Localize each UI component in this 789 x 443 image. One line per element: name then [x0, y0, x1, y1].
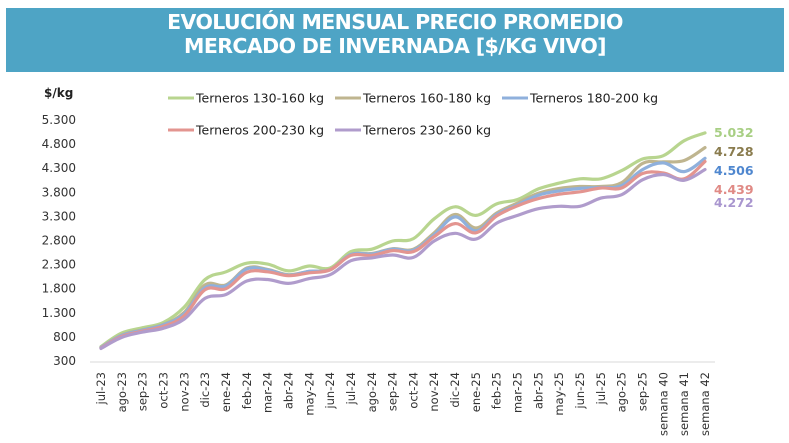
series-line-1 [99, 131, 707, 349]
x-tick-label: ago-23 [115, 372, 129, 412]
title-banner [6, 8, 784, 72]
x-tick-label: jun-24 [323, 372, 337, 410]
y-tick-label: 2.800 [42, 234, 76, 248]
y-axis-label: $/kg [44, 86, 74, 100]
series-line-2 [99, 146, 707, 350]
x-tick-label: dic-23 [198, 372, 212, 408]
chart-title: EVOLUCIÓN MENSUAL PRECIO PROMEDIO MERCAD… [6, 10, 784, 58]
x-tick-label: semana 40 [656, 372, 670, 436]
x-tick-label: oct-24 [406, 372, 420, 409]
x-tick-label: may-24 [302, 372, 316, 416]
x-tick-label: jul-24 [344, 372, 358, 405]
x-tick-label: ago-25 [615, 372, 629, 412]
y-tick-label: 300 [53, 354, 76, 368]
legend-item: Terneros 160-180 kg [335, 91, 491, 106]
x-tick-label: semana 42 [698, 372, 712, 436]
x-tick-label: sep-23 [136, 372, 150, 411]
series-lines [99, 131, 707, 351]
x-tick-label: jul-23 [94, 372, 108, 405]
x-tick-label: oct-23 [156, 372, 170, 409]
x-tick-label: mar-25 [511, 372, 525, 413]
x-tick-label: feb-25 [490, 372, 504, 409]
legend-item: Terneros 130-160 kg [168, 91, 324, 106]
y-tick-label: 3.800 [42, 185, 76, 199]
end-value-label: 4.728 [714, 144, 754, 159]
y-tick-label: 5.300 [42, 113, 76, 127]
y-tick-label: 1.800 [42, 282, 76, 296]
legend-label: Terneros 160-180 kg [362, 91, 491, 106]
legend: Terneros 130-160 kg Terneros 160-180 kg Te… [168, 91, 658, 138]
legend-item: Terneros 230-260 kg [335, 123, 491, 138]
legend-label: Terneros 230-260 kg [362, 123, 491, 138]
y-tick-label: 1.300 [42, 306, 76, 320]
x-tick-label: ene-25 [469, 372, 483, 412]
y-tick-label: 4.800 [42, 137, 76, 151]
legend-item: Terneros 200-230 kg [168, 123, 324, 138]
x-tick-label: sep-25 [636, 372, 650, 411]
y-tick-label: 3.300 [42, 209, 76, 223]
end-value-label: 4.506 [714, 163, 754, 178]
x-tick-label: nov-23 [177, 372, 191, 412]
x-tick-label: may-25 [552, 372, 566, 416]
y-tick-label: 2.300 [42, 258, 76, 272]
legend-item: Terneros 180-200 kg [502, 91, 658, 106]
legend-label: Terneros 130-160 kg [195, 91, 324, 106]
legend-label: Terneros 180-200 kg [529, 91, 658, 106]
x-tick-label: jul-25 [594, 372, 608, 405]
x-tick-label: dic-24 [448, 372, 462, 408]
chart-title-line-2: MERCADO DE INVERNADA [$/KG VIVO] [184, 34, 606, 58]
x-axis-ticks: jul-23 ago-23 sep-23 oct-23 nov-23 dic-23 ene-… [94, 372, 712, 436]
y-tick-label: 800 [53, 330, 76, 344]
x-tick-label: ago-24 [365, 372, 379, 412]
end-value-label: 4.272 [714, 195, 754, 210]
x-tick-label: abr-24 [281, 372, 295, 409]
end-value-label: 5.032 [714, 125, 754, 140]
x-tick-label: jun-25 [573, 372, 587, 410]
x-tick-label: ene-24 [219, 372, 233, 412]
end-value-label: 4.439 [714, 182, 754, 197]
x-tick-label: feb-24 [240, 372, 254, 409]
x-tick-label: abr-25 [531, 372, 545, 409]
y-tick-label: 4.300 [42, 161, 76, 175]
series-line-4 [99, 159, 707, 350]
x-tick-label: mar-24 [261, 372, 275, 413]
series-line-5 [99, 167, 707, 351]
x-tick-label: nov-24 [427, 372, 441, 412]
x-tick-label: sep-24 [386, 372, 400, 411]
x-tick-label: semana 41 [677, 372, 691, 436]
chart-title-line-1: EVOLUCIÓN MENSUAL PRECIO PROMEDIO [167, 10, 623, 34]
y-axis-ticks: 300 800 1.300 1.800 2.300 2.800 3.300 3.800 4.30… [42, 113, 76, 368]
legend-label: Terneros 200-230 kg [195, 123, 324, 138]
